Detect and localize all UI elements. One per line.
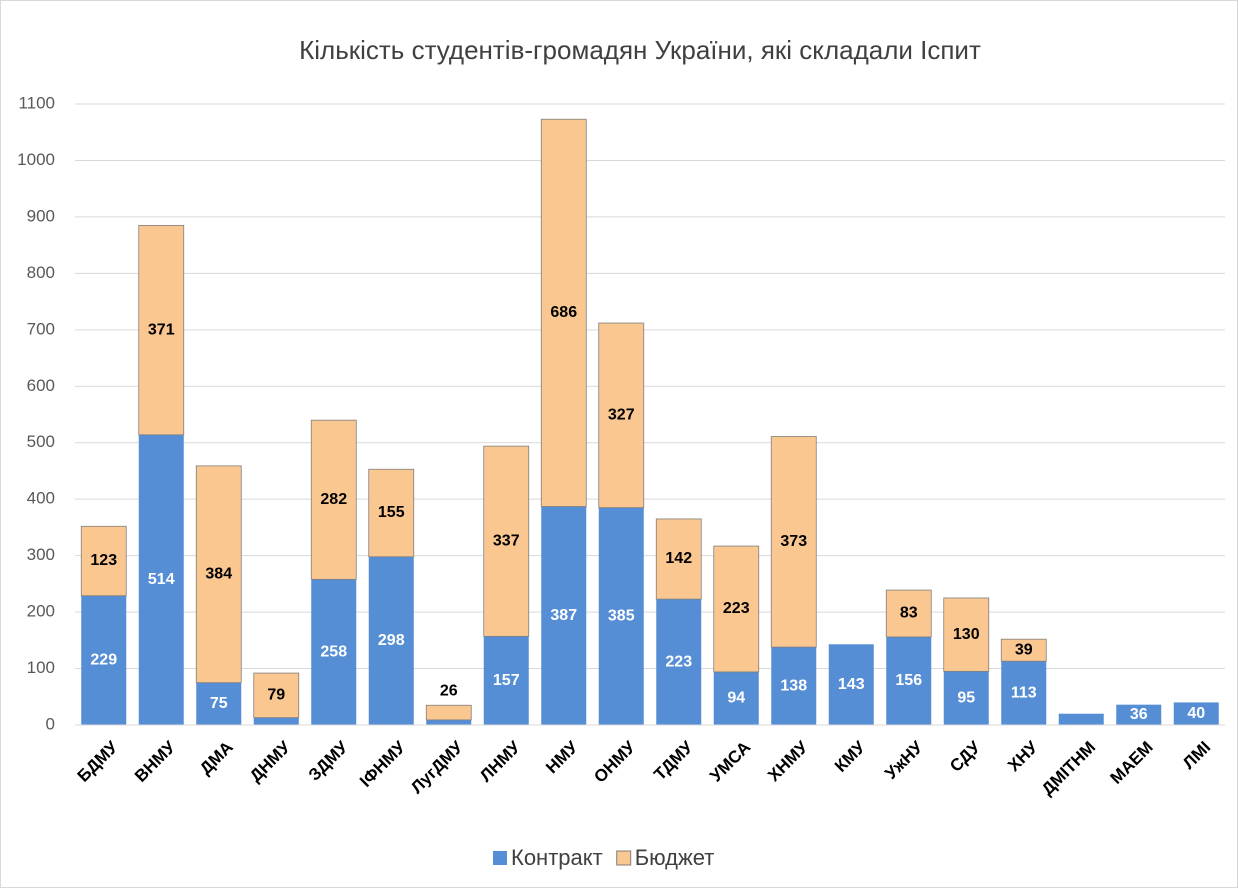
data-label: 79 <box>267 687 285 704</box>
data-label: 298 <box>378 632 405 649</box>
data-label: 327 <box>608 407 635 424</box>
data-label: 337 <box>493 532 520 549</box>
bar-segment <box>425 704 472 721</box>
bar-segment <box>713 671 759 725</box>
y-tick-label: 400 <box>27 489 55 508</box>
bar-segment <box>886 636 932 725</box>
data-label: 39 <box>1015 641 1033 658</box>
bar-segment <box>598 322 645 509</box>
bar-segment <box>770 436 817 648</box>
bar-segment <box>253 672 300 719</box>
data-label: 371 <box>148 321 175 338</box>
bar-segment <box>253 717 299 725</box>
data-label: 130 <box>953 626 980 643</box>
y-tick-label: 500 <box>27 432 55 451</box>
data-label: 138 <box>780 677 807 694</box>
y-tick-label: 300 <box>27 545 55 564</box>
data-label: 95 <box>957 689 975 706</box>
data-label: 113 <box>1011 684 1037 701</box>
y-tick-label: 700 <box>27 319 55 338</box>
data-label: 26 <box>440 682 458 699</box>
data-label: 387 <box>550 607 577 624</box>
bar-segment <box>1000 638 1047 662</box>
data-label: 143 <box>838 676 865 693</box>
bar-segment <box>368 468 415 558</box>
bar-segment <box>81 595 127 725</box>
data-label: 157 <box>493 672 520 689</box>
data-label: 20 <box>1072 691 1090 708</box>
y-tick-label: 1100 <box>18 93 55 112</box>
bar-segment <box>483 445 530 637</box>
data-label: 385 <box>608 608 635 625</box>
data-label: 123 <box>90 552 117 569</box>
bar-segment <box>368 556 414 725</box>
data-label: 94 <box>727 690 745 707</box>
y-tick-label: 1000 <box>17 150 55 169</box>
data-label: 83 <box>900 605 918 622</box>
data-label: 142 <box>665 550 692 567</box>
data-label: 156 <box>895 672 922 689</box>
bar-segment <box>80 525 127 597</box>
data-label: 36 <box>1130 706 1148 723</box>
data-label: 373 <box>780 533 807 550</box>
bar-segment <box>1116 704 1162 725</box>
bar-segment <box>656 599 702 725</box>
data-label: 40 <box>1187 705 1205 722</box>
bar-segment <box>943 671 989 725</box>
data-label: 229 <box>90 652 117 669</box>
bar-segment <box>1058 713 1104 725</box>
legend-label: Бюджет <box>635 845 715 870</box>
bar-segment <box>713 545 760 673</box>
y-tick-label: 0 <box>46 714 55 733</box>
bar-segment <box>540 118 587 507</box>
legend-swatch <box>493 851 507 865</box>
legend-swatch <box>616 850 632 866</box>
data-label: 258 <box>320 643 347 660</box>
y-tick-label: 200 <box>27 602 55 621</box>
bar-segment <box>943 597 990 672</box>
bar-segment <box>655 518 702 600</box>
y-tick-label: 900 <box>27 206 55 225</box>
y-tick-label: 100 <box>27 658 55 677</box>
legend-label: Контракт <box>511 845 603 870</box>
bar-segment <box>138 434 184 725</box>
data-label: 686 <box>550 304 577 321</box>
y-tick-label: 600 <box>27 376 55 395</box>
data-label: 384 <box>205 565 232 582</box>
bar-segment <box>828 644 874 725</box>
bar-segment <box>771 647 817 725</box>
data-label: 514 <box>148 571 175 588</box>
data-label: 75 <box>210 695 228 712</box>
bar-segment <box>138 224 185 436</box>
bar-segment <box>541 506 587 725</box>
chart-title: Кількість студентів-громадян України, як… <box>299 35 981 65</box>
bar-segment <box>885 589 932 638</box>
bar-segment <box>598 507 644 725</box>
bar-segment <box>1001 661 1047 725</box>
bar-segment <box>195 465 242 684</box>
data-label: 223 <box>665 653 692 670</box>
bar-segment <box>426 719 472 725</box>
data-label: 223 <box>723 600 750 617</box>
bar-segment <box>483 636 529 725</box>
data-label: 282 <box>320 491 347 508</box>
y-tick-label: 800 <box>27 263 55 282</box>
data-label: 155 <box>378 504 405 521</box>
bar-segment <box>196 682 242 725</box>
bar-segment <box>310 419 357 580</box>
bar-segment <box>311 579 357 725</box>
bar-segment <box>1173 702 1219 725</box>
